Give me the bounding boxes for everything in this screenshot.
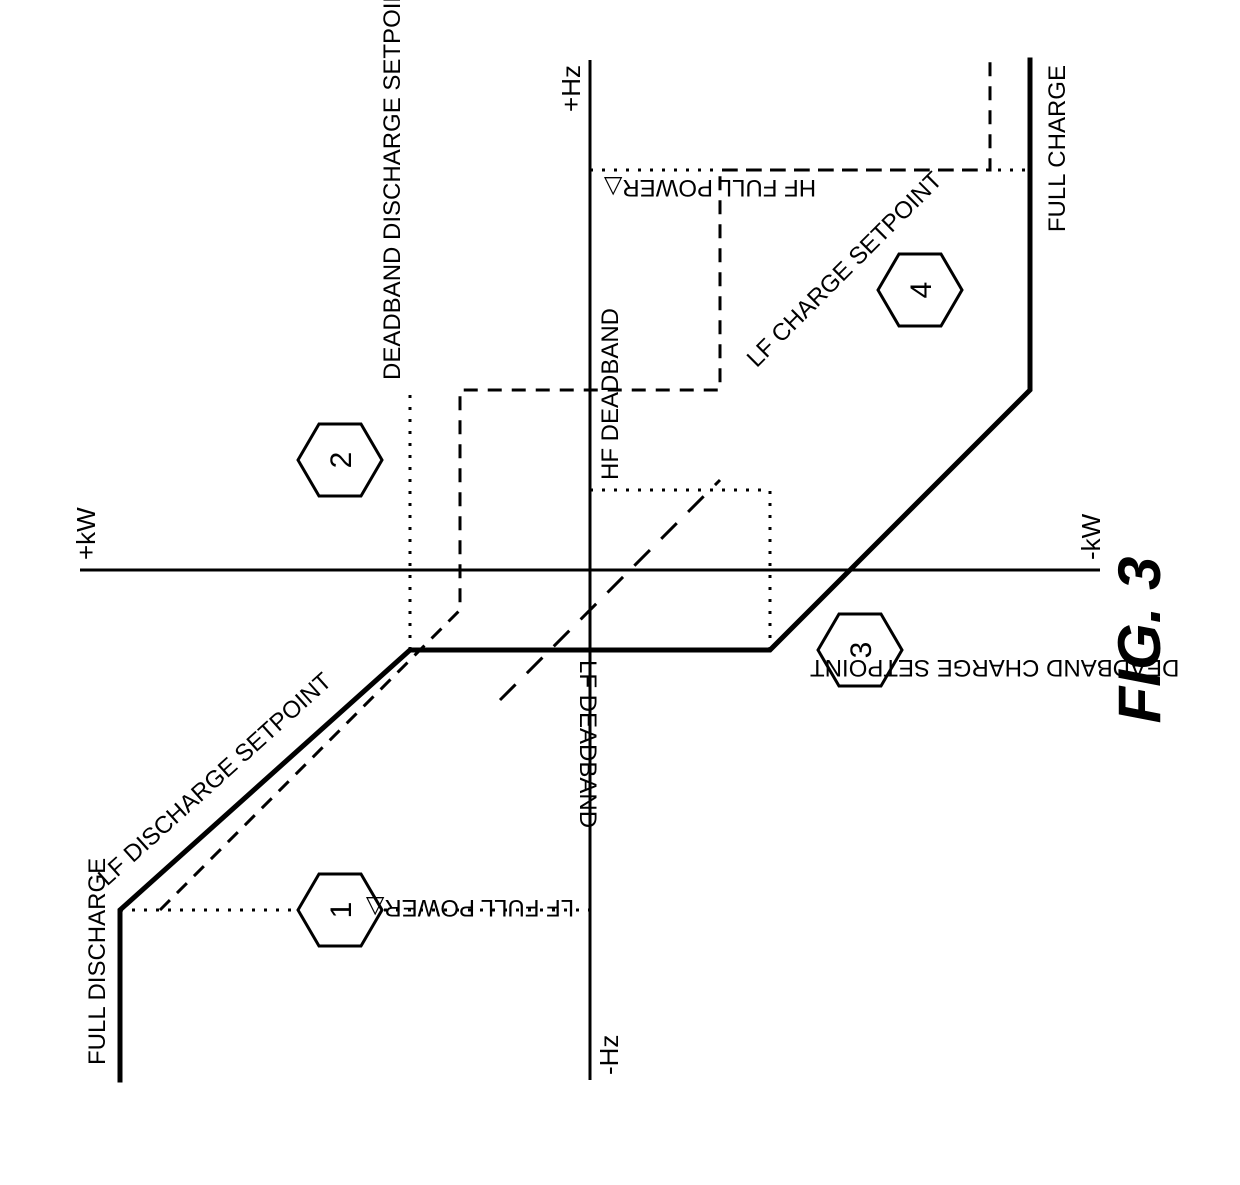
label-lf-full-power: LF FULL POWER△ (365, 894, 574, 921)
axis-pos-kw: +kW (71, 507, 101, 560)
label-hf-deadband: HF DEADBAND (597, 308, 624, 480)
mid-diagonal (500, 480, 720, 700)
hex-1-label: 1 (325, 902, 358, 919)
rotated-plot: 1 2 3 4 +kW -kW +Hz -Hz FULL DISCHARGE F… (71, 0, 1179, 1080)
label-full-charge: FULL CHARGE (1044, 65, 1071, 232)
label-hf-full-power: HF FULL POWER△ (603, 174, 816, 201)
hex-2: 2 (298, 424, 382, 496)
hex-2-label: 2 (325, 452, 358, 469)
axis-pos-hz: +Hz (556, 65, 586, 112)
hex-4: 4 (878, 254, 962, 326)
label-full-discharge: FULL DISCHARGE (84, 858, 111, 1065)
figure-label: FIG. 3 (1106, 557, 1173, 724)
diagram-root: 1 2 3 4 +kW -kW +Hz -Hz FULL DISCHARGE F… (0, 0, 1240, 1185)
hex-4-label: 4 (905, 282, 938, 299)
axis-neg-kw: -kW (1076, 513, 1106, 560)
axis-neg-hz: -Hz (594, 1035, 624, 1075)
label-lf-discharge-setpoint: LF DISCHARGE SETPOINT (93, 667, 337, 891)
label-deadband-discharge-setpoint: DEADBAND DISCHARGE SETPOINT (379, 0, 406, 380)
label-lf-deadband: LF DEADBAND (574, 660, 601, 828)
